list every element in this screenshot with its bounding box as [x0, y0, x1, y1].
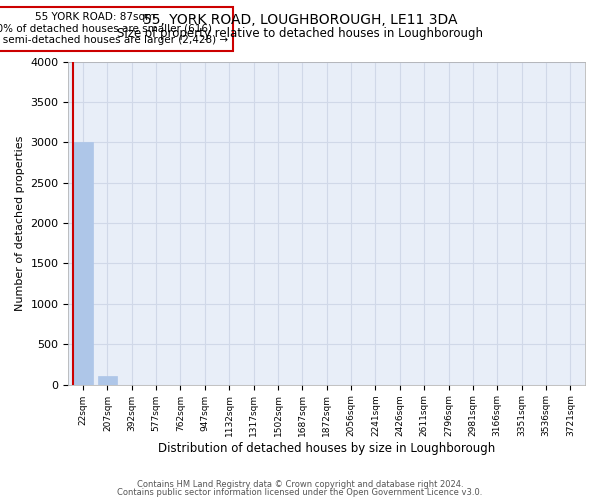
X-axis label: Distribution of detached houses by size in Loughborough: Distribution of detached houses by size … [158, 442, 496, 455]
Text: Contains public sector information licensed under the Open Government Licence v3: Contains public sector information licen… [118, 488, 482, 497]
Text: 55, YORK ROAD, LOUGHBOROUGH, LE11 3DA: 55, YORK ROAD, LOUGHBOROUGH, LE11 3DA [143, 12, 457, 26]
Y-axis label: Number of detached properties: Number of detached properties [15, 136, 25, 310]
Text: Size of property relative to detached houses in Loughborough: Size of property relative to detached ho… [117, 28, 483, 40]
Bar [73, 142, 93, 384]
Bar [98, 376, 117, 384]
Text: 55 YORK ROAD: 87sqm
← 20% of detached houses are smaller (616)
79% of semi-detac: 55 YORK ROAD: 87sqm ← 20% of detached ho… [0, 12, 228, 46]
Text: Contains HM Land Registry data © Crown copyright and database right 2024.: Contains HM Land Registry data © Crown c… [137, 480, 463, 489]
